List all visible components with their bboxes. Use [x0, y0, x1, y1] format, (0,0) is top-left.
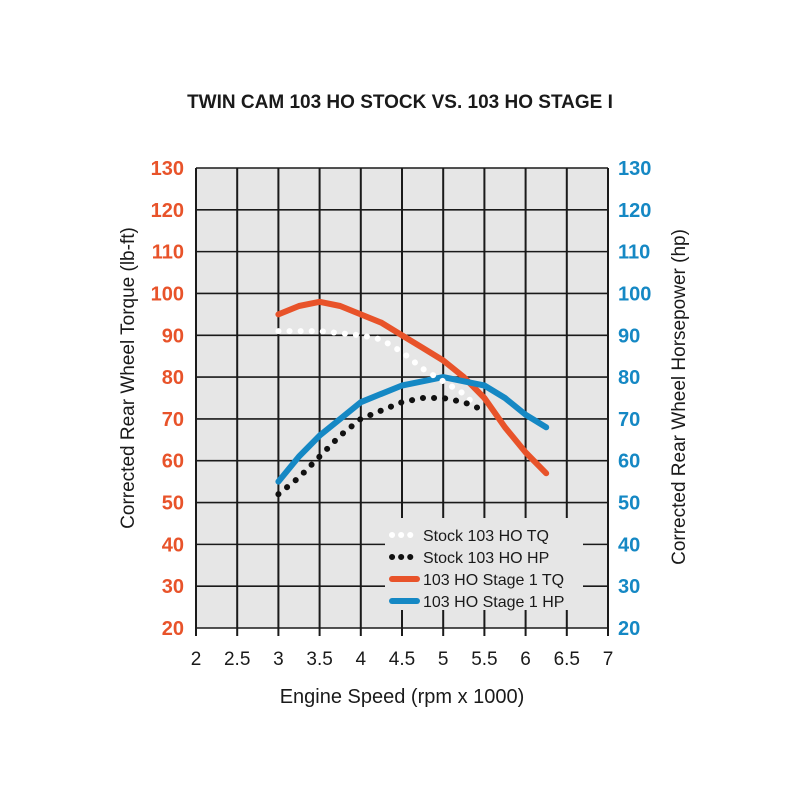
x-tick-label: 6.5 [554, 649, 580, 670]
x-tick-label: 7 [603, 649, 614, 670]
left-tick-label: 40 [162, 534, 184, 556]
x-tick-label: 2.5 [224, 649, 250, 670]
right-tick-label: 30 [618, 576, 640, 598]
series-line-stock-103-ho-hp [275, 395, 488, 498]
x-axis-ticks: 2 2.5 3 3.5 4 4.5 5 5.5 6 6.5 7 [191, 649, 614, 670]
left-tick-label: 50 [162, 493, 184, 515]
right-tick-label: 100 [618, 283, 651, 305]
left-axis-ticks: 130 120 110 100 90 80 70 60 50 40 30 20 [151, 158, 184, 640]
right-tick-label: 20 [618, 618, 640, 640]
right-tick-label: 70 [618, 409, 640, 431]
left-tick-label: 90 [162, 325, 184, 347]
legend-label-103-ho-stage-1-tq: 103 HO Stage 1 TQ [423, 572, 564, 589]
series-layer [275, 298, 550, 498]
right-tick-label: 130 [618, 158, 651, 180]
left-tick-label: 100 [151, 283, 184, 305]
series-line-103-ho-stage-1-tq [275, 298, 550, 477]
legend-box [385, 518, 583, 610]
right-tick-label: 80 [618, 367, 640, 389]
x-tick-label: 2 [191, 649, 202, 670]
x-tick-label: 4.5 [389, 649, 415, 670]
legend-label-103-ho-stage-1-hp: 103 HO Stage 1 HP [423, 594, 564, 611]
series-line-stock-103-ho-tq [275, 328, 488, 418]
left-tick-label: 130 [151, 158, 184, 180]
left-tick-label: 60 [162, 451, 184, 473]
left-tick-label: 30 [162, 576, 184, 598]
legend-label-stock-103-ho-hp: Stock 103 HO HP [423, 550, 549, 567]
right-tick-label: 60 [618, 451, 640, 473]
chart-title: TWIN CAM 103 HO STOCK VS. 103 HO STAGE I [187, 92, 613, 113]
right-tick-label: 120 [618, 200, 651, 222]
legend-label-stock-103-ho-tq: Stock 103 HO TQ [423, 528, 549, 545]
right-axis-label: Corrected Rear Wheel Horsepower (hp) [669, 229, 690, 565]
x-tick-label: 3 [273, 649, 284, 670]
series-line-103-ho-stage-1-hp [275, 374, 550, 485]
x-tick-label: 5 [438, 649, 449, 670]
x-tick-label: 3.5 [306, 649, 332, 670]
left-tick-label: 110 [152, 242, 184, 264]
left-tick-label: 20 [162, 618, 184, 640]
right-axis-ticks: 130 120 110 100 90 80 70 60 50 40 30 20 [618, 158, 651, 640]
legend: Stock 103 HO TQ Stock 103 HO HP 103 HO Sta… [385, 518, 583, 611]
right-tick-label: 110 [618, 242, 650, 264]
x-tick-label: 5.5 [471, 649, 497, 670]
x-tick-label: 4 [356, 649, 367, 670]
left-tick-label: 80 [162, 367, 184, 389]
x-tick-label: 6 [520, 649, 531, 670]
right-tick-label: 50 [618, 493, 640, 515]
right-tick-label: 90 [618, 325, 640, 347]
right-tick-label: 40 [618, 534, 640, 556]
left-axis-label: Corrected Rear Wheel Torque (lb-ft) [118, 227, 139, 529]
left-tick-label: 70 [162, 409, 184, 431]
x-axis-label: Engine Speed (rpm x 1000) [280, 686, 525, 708]
left-tick-label: 120 [151, 200, 184, 222]
